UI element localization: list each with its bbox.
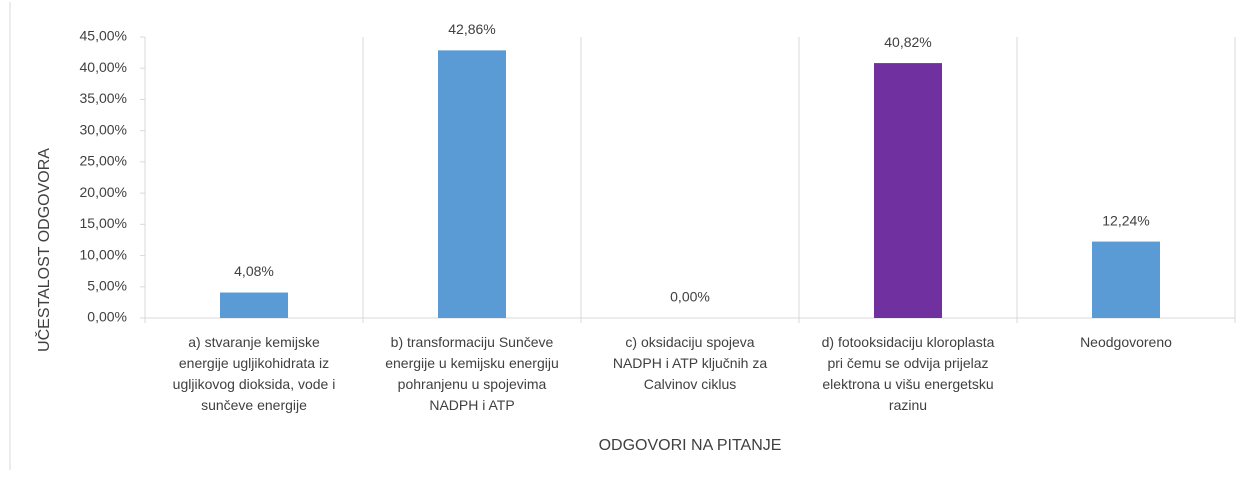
data-label: 12,24% [1102,212,1149,228]
bar [220,292,288,318]
y-tick-label: 10,00% [80,246,127,262]
y-tick-label: 25,00% [80,153,127,169]
data-label: 4,08% [234,263,274,279]
y-axis-title: UČESTALOST ODGOVORA [34,148,53,352]
bar [1092,241,1160,318]
y-tick-label: 45,00% [80,28,127,44]
data-label: 42,86% [448,21,495,37]
data-label: 0,00% [670,289,710,305]
bar [874,63,942,318]
x-tick-label: d) fotooksidaciju kloroplasta pri čemu s… [821,334,995,413]
y-tick-label: 15,00% [80,215,127,231]
y-tick-label: 5,00% [87,277,127,293]
y-tick-label: 30,00% [80,121,127,137]
y-tick-label: 35,00% [80,90,127,106]
x-tick-label: b) transformaciju Sunčeve energije u kem… [385,334,559,413]
x-tick-label: a) stvaranje kemijske energije ugljikohi… [172,334,336,413]
y-tick-label: 0,00% [87,309,127,325]
bar [438,50,506,319]
x-tick-label: c) oksidaciju spojeva NADPH i ATP ključn… [612,334,768,392]
x-axis-title: ODGOVORI NA PITANJE [599,437,782,454]
data-label: 40,82% [884,34,931,50]
y-tick-label: 40,00% [80,59,127,75]
x-tick-label: Neodgovoreno [1080,334,1172,350]
y-tick-label: 20,00% [80,184,127,200]
